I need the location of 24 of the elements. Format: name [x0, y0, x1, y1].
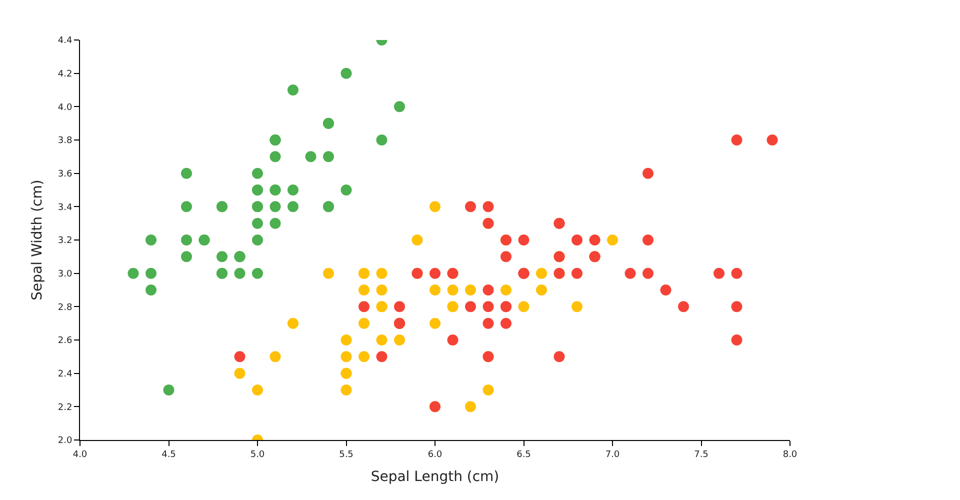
x-tick-label: 7.0: [605, 450, 620, 460]
y-tick-label: 2.0: [58, 436, 72, 446]
x-tick-label: 6.0: [428, 450, 442, 460]
y-tick-label: 3.8: [58, 136, 72, 146]
x-axis-title: Sepal Length (cm): [370, 469, 500, 486]
y-tick-label: 2.8: [58, 302, 72, 313]
y-tick-label: 3.2: [58, 236, 72, 246]
y-tick-label: 4.2: [58, 69, 72, 80]
x-tick-label: 5.0: [250, 450, 265, 460]
y-tick-label: 2.4: [58, 369, 72, 380]
x-tick-label: 4.5: [162, 450, 176, 460]
x-tick-label: 4.0: [72, 450, 88, 460]
x-tick-label: 6.5: [516, 450, 531, 460]
y-axis-title: Sepal Width (cm): [29, 180, 46, 300]
y-tick-label: 4.0: [58, 102, 72, 113]
x-tick-label: 8.0: [782, 450, 798, 460]
x-tick-label: 5.5: [339, 450, 354, 460]
y-tick-label: 4.4: [58, 36, 72, 46]
y-tick-label: 2.6: [58, 336, 72, 346]
y-tick-label: 3.4: [58, 202, 72, 213]
y-tick-label: 2.2: [58, 402, 72, 413]
y-tick-label: 3.0: [58, 269, 72, 280]
y-tick-label: 3.6: [58, 169, 72, 180]
x-tick-label: 7.5: [694, 450, 708, 460]
